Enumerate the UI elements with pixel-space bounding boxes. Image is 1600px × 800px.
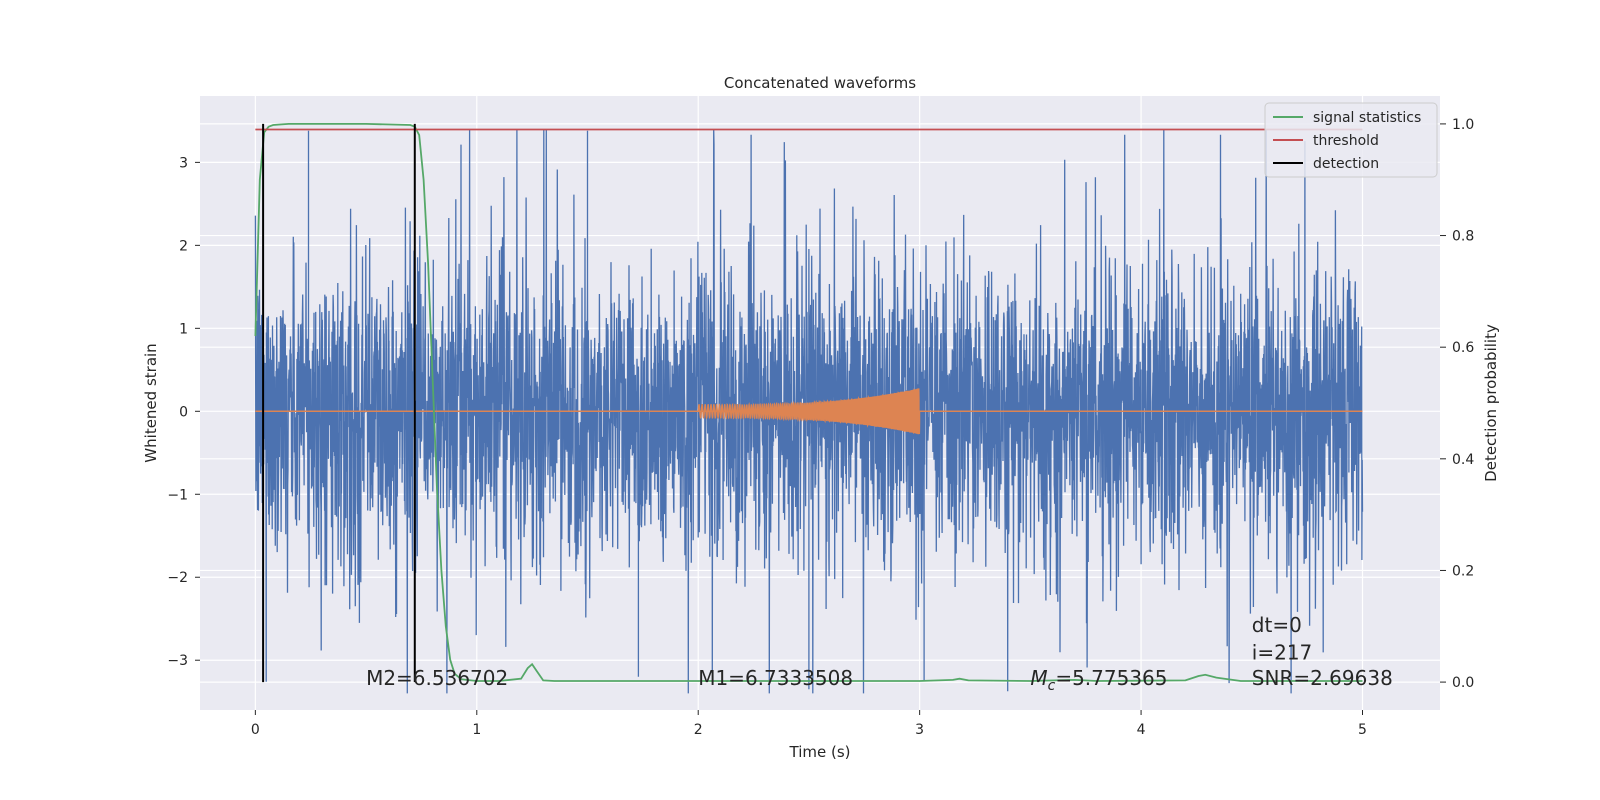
y2-tick-label: 0.0 [1452,675,1474,691]
y2-tick-label: 0.2 [1452,563,1474,579]
strain-series [254,129,1364,694]
legend-label: threshold [1313,133,1379,149]
annotations: M2=6.536702 M1=6.7333508 Mc=5.775365 SNR=2.… [366,613,1393,694]
legend-box [1264,102,1438,178]
annotation-text: M1=6.7333508 [698,666,853,690]
y-tick-label: 2 [179,238,188,254]
x-tick-label: 5 [1358,722,1367,738]
ticks: 0 1 2 3 4 5 −3 −2 −1 0 1 2 3 0.0 0.2 0.4 0.6 0.8 1.0 [167,117,1474,738]
x-tick-label: 1 [472,722,481,738]
x-tick-label: 2 [694,722,703,738]
y-tick-label: −1 [167,487,188,503]
y2-tick-label: 0.6 [1452,340,1474,356]
detection-series [262,123,416,683]
y-tick-label: 3 [179,155,188,171]
x-tick-label: 4 [1137,722,1146,738]
y2-axis-label: Detection probability [1482,324,1500,482]
chirp-line [697,388,921,435]
y-tick-label: −3 [167,653,188,669]
annotation-text: SNR=2.69638 [1252,666,1393,690]
x-tick-label: 3 [915,722,924,738]
x-tick-label: 0 [251,722,260,738]
y-tick-label: 0 [179,404,188,420]
y-tick-label: 1 [179,321,188,337]
signal-statistics-line [254,123,1363,682]
chart-title: Concatenated waveforms [724,74,916,92]
annotation-text: M2=6.536702 [366,666,508,690]
legend: signal statistics threshold detection [1264,102,1438,178]
y2-tick-label: 0.4 [1452,452,1474,468]
chirp-series [255,388,1363,435]
annotation-text: dt=0 [1252,613,1302,637]
signal-statistics-series [254,123,1363,682]
annotation-text: i=217 [1252,640,1313,664]
y-axis-label: Whitened strain [142,343,160,462]
x-axis-label: Time (s) [789,743,851,761]
legend-label: signal statistics [1313,110,1421,126]
legend-label: detection [1313,156,1379,172]
strain-line [254,129,1364,694]
y2-tick-label: 0.8 [1452,229,1474,245]
y2-tick-label: 1.0 [1452,117,1474,133]
y-tick-label: −2 [167,570,188,586]
annotation-text: Mc=5.775365 [1030,666,1167,694]
